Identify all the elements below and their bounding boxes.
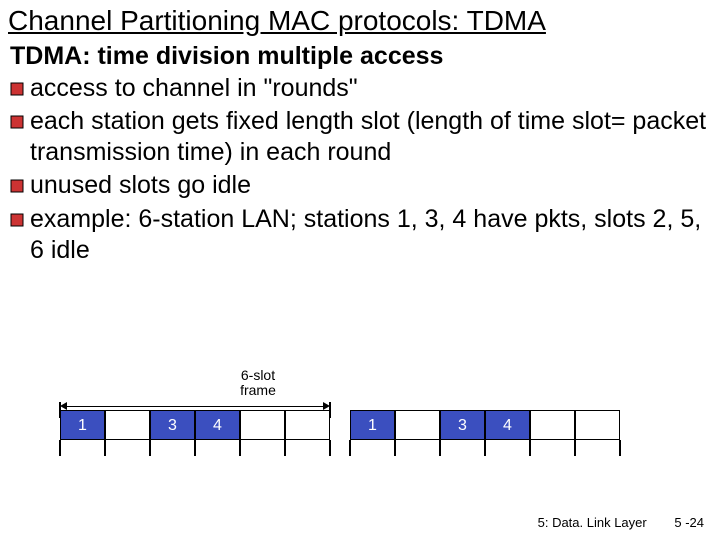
slot-tick bbox=[194, 440, 196, 456]
slot-label: 3 bbox=[458, 411, 467, 441]
tdma-slot: 4 bbox=[485, 410, 530, 440]
tdma-slot bbox=[105, 410, 150, 440]
slot-tick bbox=[619, 440, 621, 456]
dimension-arrow bbox=[60, 402, 330, 410]
bullet-icon bbox=[10, 179, 24, 193]
tdma-slot: 1 bbox=[60, 410, 105, 440]
slide-title: Channel Partitioning MAC protocols: TDMA bbox=[0, 0, 720, 40]
slot-label: 1 bbox=[78, 411, 87, 441]
tdma-slot: 4 bbox=[195, 410, 240, 440]
bullet-item: each station gets fixed length slot (len… bbox=[10, 106, 708, 169]
slot-label: 3 bbox=[168, 411, 177, 441]
slot-tick bbox=[574, 440, 576, 456]
slot-tick bbox=[239, 440, 241, 456]
bullet-icon bbox=[10, 115, 24, 129]
slot-tick bbox=[439, 440, 441, 456]
bullet-item: access to channel in "rounds" bbox=[10, 73, 708, 104]
slot-tick bbox=[329, 440, 331, 456]
tdma-slot bbox=[575, 410, 620, 440]
slot-label: 1 bbox=[368, 411, 377, 441]
bullet-text: access to channel in "rounds" bbox=[30, 73, 708, 104]
frame-label: 6-slot frame bbox=[228, 368, 288, 399]
bullet-icon bbox=[10, 213, 24, 227]
slide-subtitle: TDMA: time division multiple access bbox=[0, 40, 720, 73]
tdma-slot: 1 bbox=[350, 410, 395, 440]
tdma-slot bbox=[240, 410, 285, 440]
bullet-icon bbox=[10, 82, 24, 96]
bullet-item: example: 6-station LAN; stations 1, 3, 4… bbox=[10, 204, 708, 267]
tdma-slot bbox=[395, 410, 440, 440]
slot-label: 4 bbox=[503, 411, 512, 441]
slot-tick bbox=[149, 440, 151, 456]
slot-tick bbox=[104, 440, 106, 456]
slot-tick bbox=[529, 440, 531, 456]
slot-tick bbox=[349, 440, 351, 456]
footer-topic: 5: Data. Link Layer bbox=[538, 515, 647, 530]
tdma-slot bbox=[285, 410, 330, 440]
slot-tick bbox=[394, 440, 396, 456]
tdma-slot bbox=[530, 410, 575, 440]
bullet-text: unused slots go idle bbox=[30, 170, 708, 201]
slide-footer: 5: Data. Link Layer 5 -24 bbox=[538, 515, 704, 530]
bullet-text: each station gets fixed length slot (len… bbox=[30, 106, 708, 169]
tdma-slot: 3 bbox=[440, 410, 485, 440]
tdma-slot: 3 bbox=[150, 410, 195, 440]
slot-tick bbox=[484, 440, 486, 456]
slot-tick bbox=[59, 440, 61, 456]
slot-tick bbox=[284, 440, 286, 456]
footer-page: 5 -24 bbox=[674, 515, 704, 530]
bullet-item: unused slots go idle bbox=[10, 170, 708, 201]
bullet-list: access to channel in "rounds" each stati… bbox=[0, 73, 720, 267]
bullet-text: example: 6-station LAN; stations 1, 3, 4… bbox=[30, 204, 708, 267]
slot-label: 4 bbox=[213, 411, 222, 441]
